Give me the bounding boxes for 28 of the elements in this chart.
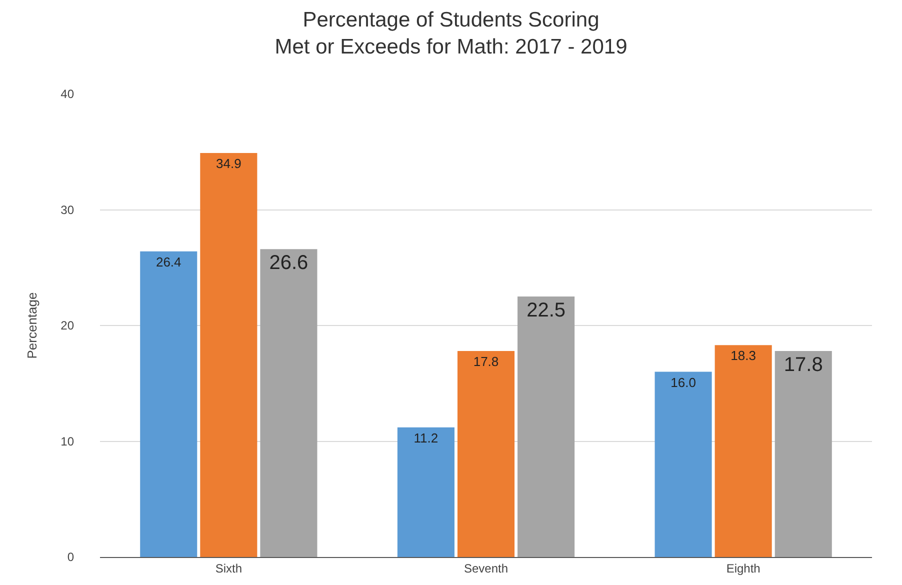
y-tick-label: 30 [60,202,74,217]
bar [260,249,318,557]
y-axis-title: Percentage [24,292,40,359]
data-label: 11.2 [414,430,438,446]
chart-title: Percentage of Students Scoring Met or Exceeds for Math: 2017 - 2019 [274,8,628,59]
x-tick-label: Seventh [464,561,508,576]
bar [457,350,515,557]
bar [654,372,712,557]
data-label: 22.5 [526,300,566,322]
bar [140,251,198,557]
data-label: 26.6 [269,252,308,274]
bar [774,350,832,557]
bar [518,296,575,557]
data-label: 26.4 [156,254,182,270]
y-tick-label: 10 [60,434,74,448]
bar [200,153,258,557]
data-label: 17.8 [784,354,823,376]
data-label: 16.0 [670,374,696,390]
y-tick-label: 20 [60,318,74,333]
y-tick-label: 40 [60,87,74,102]
y-tick-label: 0 [67,550,74,564]
data-label: 18.3 [730,348,756,364]
x-tick-label: Eighth [726,561,760,576]
bar [397,427,454,557]
data-label: 34.9 [216,156,242,172]
x-tick-label: Sixth [215,561,242,576]
data-label: 17.8 [473,354,499,369]
bar [714,345,772,557]
